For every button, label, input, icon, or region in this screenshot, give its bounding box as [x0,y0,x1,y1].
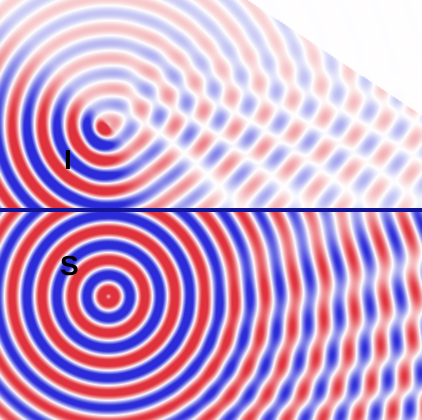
incident-label: I [64,144,72,175]
source-label: S [60,250,79,281]
interface-line [0,208,422,212]
